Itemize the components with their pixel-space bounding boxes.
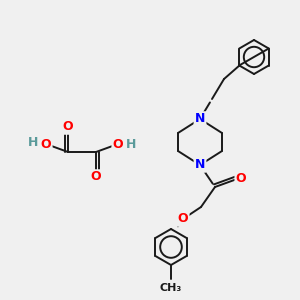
- Text: H: H: [28, 136, 38, 148]
- Text: O: O: [63, 121, 73, 134]
- Text: O: O: [91, 170, 101, 184]
- Text: H: H: [126, 137, 136, 151]
- Text: N: N: [195, 112, 205, 125]
- Text: CH₃: CH₃: [160, 283, 182, 293]
- Text: O: O: [236, 172, 246, 184]
- Text: N: N: [195, 158, 205, 172]
- Text: O: O: [113, 137, 123, 151]
- Text: O: O: [41, 137, 51, 151]
- Text: O: O: [178, 212, 188, 226]
